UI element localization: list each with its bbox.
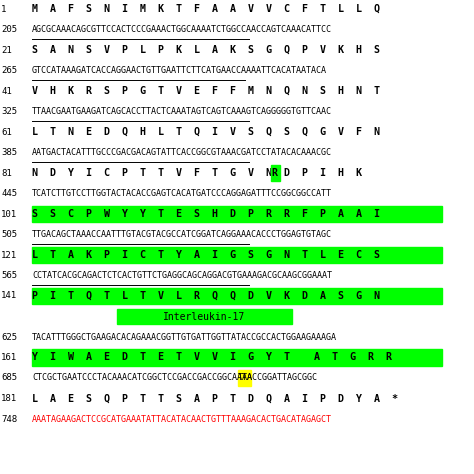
Text: N  D  Y  I  C  P  T  T  V  F  T  G  V  N  D  P  I  H  K: N D Y I C P T T V F T G V N D P I H K (32, 168, 362, 178)
Text: 205: 205 (1, 25, 17, 34)
Bar (32, 349, 442, 366)
Bar (32, 206, 442, 222)
Text: 565: 565 (1, 271, 17, 280)
Text: Y  I  W  A  E  D  T  E  T  V  V  I  G  Y  T    A  T  G  R  R: Y I W A E D T E T V V I G Y T A T G R R (32, 353, 392, 363)
Text: TTGACAGCTAAACCAATTTGTACGTACGCCATCGGATCAGGAAACACCCTGGAGTGTAGC: TTGACAGCTAAACCAATTTGTACGTACGCCATCGGATCAG… (32, 230, 332, 239)
Text: 121: 121 (1, 250, 17, 259)
Text: 101: 101 (1, 210, 17, 219)
Text: 21: 21 (1, 46, 12, 55)
Text: CCTATCACGCAGACTCTCACTGTTCTGAGGCAGCAGGACGTGAAAGACGCAAGCGGAAAT: CCTATCACGCAGACTCTCACTGTTCTGAGGCAGCAGGACG… (32, 271, 332, 280)
Text: 81: 81 (1, 168, 12, 177)
Text: P  I  T  Q  T  L  T  V  L  R  Q  Q  D  V  K  D  A  S  G  N: P I T Q T L T V L R Q Q D V K D A S G N (32, 291, 380, 301)
Text: V  H  K  R  S  P  G  T  V  E  F  F  M  N  Q  N  S  H  N  T: V H K R S P G T V E F F M N Q N S H N T (32, 86, 380, 96)
Bar (117, 309, 292, 325)
Text: AAATAGAAGACTCCGCATGAAATATTACATACAACTGTTTAAAGACACTGACATAGAGCT: AAATAGAAGACTCCGCATGAAATATTACATACAACTGTTT… (32, 414, 332, 423)
Text: R: R (272, 168, 278, 178)
Text: 265: 265 (1, 66, 17, 75)
Bar (32, 288, 442, 304)
Text: TTAACGAATGAAGATCAGCACCTTACTCAAATAGTCAGTCAAAGTCAGGGGGTGTTCAAC: TTAACGAATGAAGATCAGCACCTTACTCAAATAGTCAGTC… (32, 107, 332, 116)
Text: L  A  E  S  Q  P  T  T  S  A  P  T  D  Q  A  I  P  D  Y  A  *: L A E S Q P T T S A P T D Q A I P D Y A … (32, 393, 398, 403)
Text: 1: 1 (1, 4, 6, 13)
Text: TAA: TAA (238, 374, 253, 383)
Text: S  A  N  S  V  P  L  P  K  L  A  K  S  G  Q  P  V  K  H  S: S A N S V P L P K L A K S G Q P V K H S (32, 45, 380, 55)
Text: Interleukin-17: Interleukin-17 (164, 311, 246, 321)
Text: 445: 445 (1, 189, 17, 198)
Text: 325: 325 (1, 107, 17, 116)
Text: 505: 505 (1, 230, 17, 239)
Bar (32, 246, 442, 264)
Text: 685: 685 (1, 374, 17, 383)
Text: 625: 625 (1, 332, 17, 341)
Text: AGCGCAAACAGCGTTCCACTCCCGAAACTGGCAAAATCTGGCCAACCAGTCAAACATTCC: AGCGCAAACAGCGTTCCACTCCCGAAACTGGCAAAATCTG… (32, 25, 332, 34)
Text: 181: 181 (1, 394, 17, 403)
Text: TCATCTTGTCCTTGGTACTACACCGAGTCACATGATCCCAGGAGATTTCCGGCGGCCATT: TCATCTTGTCCTTGGTACTACACCGAGTCACATGATCCCA… (32, 189, 332, 198)
Text: S  S  C  P  W  Y  Y  T  E  S  H  D  P  R  R  F  P  A  A  I: S S C P W Y Y T E S H D P R R F P A A I (32, 209, 380, 219)
Text: 141: 141 (1, 292, 17, 301)
Text: L  T  N  E  D  Q  H  L  T  Q  I  V  S  Q  S  Q  G  V  F  N: L T N E D Q H L T Q I V S Q S Q G V F N (32, 127, 380, 137)
Text: M  A  F  S  N  I  M  K  T  F  A  A  V  V  C  F  T  L  L  Q: M A F S N I M K T F A A V V C F T L L Q (32, 4, 380, 14)
Text: 748: 748 (1, 414, 17, 423)
Text: L  T  A  K  P  I  C  T  Y  A  I  G  S  G  N  T  L  E  C  S: L T A K P I C T Y A I G S G N T L E C S (32, 250, 380, 260)
Bar (238, 370, 251, 386)
Text: 161: 161 (1, 353, 17, 362)
Text: 385: 385 (1, 148, 17, 157)
Text: GTCCATAAAGATCACCAGGAACTGTTGAATTCTTCATGAACCAAAATTCACATAATACA: GTCCATAAAGATCACCAGGAACTGTTGAATTCTTCATGAA… (32, 66, 327, 75)
Text: CTCGCTGAATCCCTACAAACATCGGCTCCGACCGACCGGCAATACCGGATTAGCGGC: CTCGCTGAATCCCTACAAACATCGGCTCCGACCGACCGGC… (32, 374, 317, 383)
Text: 61: 61 (1, 128, 12, 137)
Text: TACATTTGGGCTGAAGACACAGAAACGGTTGTGATTGGTTATACCGCCACTGGAAGAAAGA: TACATTTGGGCTGAAGACACAGAAACGGTTGTGATTGGTT… (32, 332, 337, 341)
Text: 41: 41 (1, 86, 12, 95)
Text: AATGACTACATTTGCCCGACGACAGTATTCACCGGCGTAAACGATCCTATACACAAACGC: AATGACTACATTTGCCCGACGACAGTATTCACCGGCGTAA… (32, 148, 332, 157)
Bar (272, 164, 280, 182)
